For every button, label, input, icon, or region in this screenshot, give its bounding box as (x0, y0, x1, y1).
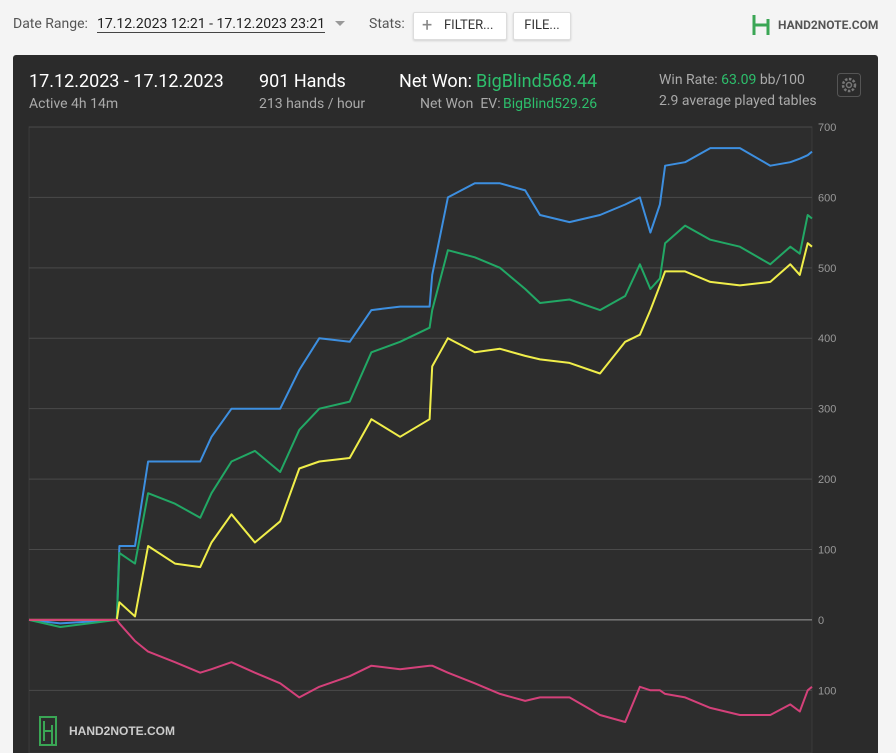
logo: HAND2NOTE.COM (778, 18, 879, 32)
logo-icon (752, 15, 770, 35)
win-rate-line: Win Rate: 63.09 bb/100 (659, 72, 805, 88)
file-button[interactable]: FILE... (513, 12, 571, 40)
date-range-label: Date Range: (13, 16, 88, 32)
hands-per-hour: 213 hands / hour (259, 96, 366, 112)
plot-area (28, 126, 813, 753)
series-line (28, 214, 813, 628)
dropdown-arrow[interactable] (334, 20, 346, 28)
period: 17.12.2023 - 17.12.2023 (29, 71, 224, 92)
settings-button[interactable] (837, 73, 861, 97)
win-rate-unit: bb/100 (759, 72, 805, 88)
watermark-icon (39, 716, 57, 746)
tables: 2.9 average played tables (659, 93, 817, 109)
series-line (28, 147, 813, 625)
file-text: FILE... (524, 18, 560, 33)
stats-panel: 17.12.2023 - 17.12.2023 Active 4h 14m 90… (13, 55, 878, 753)
y-tick-label: 0 (818, 615, 824, 627)
y-tick-label: 100 (818, 685, 836, 697)
watermark: HAND2NOTE.COM (69, 724, 175, 738)
chart: HAND2NOTE.COM 100 0 100 200 300 400 500 600 700 (28, 122, 836, 753)
series-line (29, 618, 813, 723)
win-rate-label: Win Rate: (659, 72, 718, 88)
date-range[interactable]: 17.12.2023 12:21 - 17.12.2023 23:21 (97, 16, 326, 33)
net-won: BigBlind568.44 (476, 71, 598, 92)
filter-button[interactable]: + FILTER... (413, 12, 507, 40)
net-won-label: Net Won: (399, 71, 473, 92)
stats-label: Stats: (369, 16, 405, 32)
y-tick-label: 500 (818, 263, 836, 275)
y-tick-label: 300 (818, 404, 836, 416)
y-tick-label: 600 (818, 192, 836, 204)
net-won-ev-label: Net Won EV: (420, 96, 501, 112)
hands: 901 Hands (259, 71, 346, 92)
win-rate: 63.09 (721, 72, 757, 88)
net-won-ev: BigBlind529.26 (503, 96, 598, 112)
y-tick-label: 400 (818, 333, 836, 345)
series-line (29, 242, 813, 621)
y-tick-label: 100 (818, 544, 836, 556)
y-tick-label: 200 (818, 474, 836, 486)
active-time: Active 4h 14m (29, 96, 119, 112)
filter-text: FILTER... (444, 18, 494, 33)
y-tick-label: 700 (818, 122, 836, 134)
